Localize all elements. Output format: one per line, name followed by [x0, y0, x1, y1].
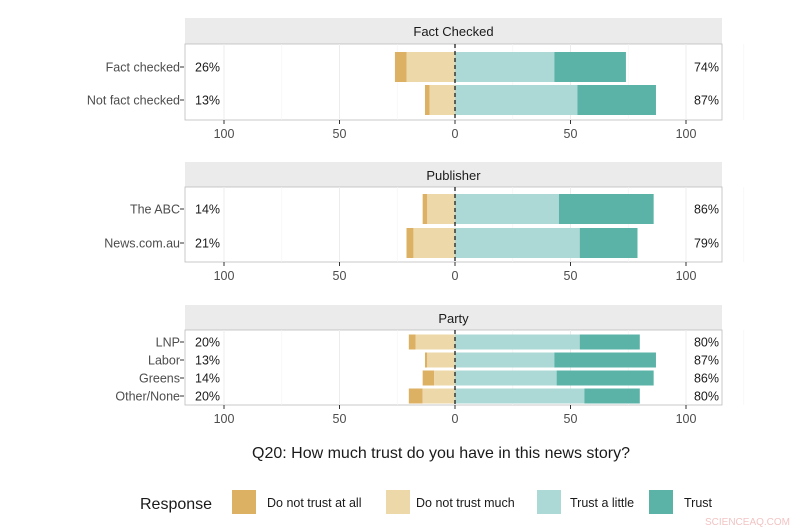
bar-segment-do-not-trust-at-all	[408, 334, 416, 350]
right-percent-label: 74%	[694, 61, 719, 75]
x-tick-label: 50	[333, 269, 347, 283]
left-percent-label: 14%	[195, 372, 220, 386]
right-percent-label: 80%	[694, 336, 719, 350]
bar-segment-do-not-trust-much	[429, 85, 455, 115]
legend-swatch-trust	[649, 490, 673, 514]
bar-segment-do-not-trust-at-all	[408, 388, 423, 404]
bar-segment-trust-a-little	[455, 52, 555, 82]
legend-label: Trust	[684, 496, 713, 510]
bar-segment-trust	[558, 194, 654, 224]
bar-segment-trust	[554, 352, 656, 368]
bar-segment-do-not-trust-at-all	[424, 352, 428, 368]
x-tick-label: 50	[564, 269, 578, 283]
bar-segment-do-not-trust-much	[413, 228, 455, 258]
panel-title: Party	[438, 311, 469, 326]
bar-segment-do-not-trust-much	[415, 334, 455, 350]
panel-header	[185, 305, 722, 330]
legend-label: Trust a little	[570, 496, 634, 510]
watermark: SCIENCEAQ.COM	[705, 517, 790, 528]
left-percent-label: 13%	[195, 94, 220, 108]
bar-segment-trust-a-little	[455, 85, 578, 115]
x-tick-label: 50	[564, 412, 578, 426]
legend-swatch-trust-a-little	[537, 490, 561, 514]
bar-segment-trust-a-little	[455, 370, 557, 386]
bar-segment-trust	[579, 228, 638, 258]
x-tick-label: 50	[333, 412, 347, 426]
bar-segment-do-not-trust-at-all	[422, 194, 428, 224]
bar-segment-do-not-trust-at-all	[394, 52, 407, 82]
right-percent-label: 87%	[694, 94, 719, 108]
left-percent-label: 14%	[195, 203, 220, 217]
bar-segment-do-not-trust-at-all	[424, 85, 430, 115]
x-tick-label: 100	[676, 127, 697, 141]
bar-segment-trust-a-little	[455, 228, 580, 258]
bar-segment-trust	[577, 85, 656, 115]
legend-label: Do not trust at all	[267, 496, 362, 510]
bar-segment-trust	[554, 52, 626, 82]
legend-label: Do not trust much	[416, 496, 515, 510]
x-tick-label: 100	[676, 269, 697, 283]
panel-title: Publisher	[426, 168, 481, 183]
row-label: Not fact checked	[87, 94, 180, 108]
row-label: Other/None	[115, 390, 180, 404]
bar-segment-do-not-trust-much	[406, 52, 455, 82]
bar-segment-trust	[579, 334, 640, 350]
row-label: The ABC	[130, 203, 180, 217]
bar-segment-trust	[584, 388, 640, 404]
bar-segment-trust-a-little	[455, 388, 585, 404]
x-tick-label: 0	[452, 412, 459, 426]
left-percent-label: 26%	[195, 61, 220, 75]
bar-segment-do-not-trust-much	[434, 370, 455, 386]
left-percent-label: 21%	[195, 237, 220, 251]
panel-header	[185, 162, 722, 187]
left-percent-label: 20%	[195, 336, 220, 350]
legend-swatch-do-not-trust-at-all	[232, 490, 256, 514]
bar-segment-do-not-trust-at-all	[406, 228, 414, 258]
row-label: Labor	[148, 354, 180, 368]
legend-title: Response	[140, 496, 212, 513]
left-percent-label: 13%	[195, 354, 220, 368]
panel-header	[185, 18, 722, 44]
x-tick-label: 50	[564, 127, 578, 141]
bar-segment-do-not-trust-at-all	[422, 370, 435, 386]
bar-segment-do-not-trust-much	[427, 352, 455, 368]
x-tick-label: 50	[333, 127, 347, 141]
bar-segment-do-not-trust-much	[422, 388, 455, 404]
x-tick-label: 100	[214, 269, 235, 283]
bar-segment-do-not-trust-much	[427, 194, 455, 224]
left-percent-label: 20%	[195, 390, 220, 404]
x-tick-label: 0	[452, 127, 459, 141]
right-percent-label: 86%	[694, 372, 719, 386]
chart-title: Q20: How much trust do you have in this …	[252, 445, 630, 462]
bar-segment-trust	[556, 370, 654, 386]
right-percent-label: 86%	[694, 203, 719, 217]
right-percent-label: 80%	[694, 390, 719, 404]
legend-swatch-do-not-trust-much	[386, 490, 410, 514]
x-tick-label: 100	[676, 412, 697, 426]
right-percent-label: 87%	[694, 354, 719, 368]
row-label: Fact checked	[106, 61, 180, 75]
x-tick-label: 100	[214, 127, 235, 141]
bar-segment-trust-a-little	[455, 194, 559, 224]
panel-title: Fact Checked	[413, 24, 493, 39]
row-label: News.com.au	[104, 237, 180, 251]
row-label: Greens	[139, 372, 180, 386]
x-tick-label: 0	[452, 269, 459, 283]
row-label: LNP	[156, 336, 180, 350]
bar-segment-trust-a-little	[455, 352, 555, 368]
right-percent-label: 79%	[694, 237, 719, 251]
bar-segment-trust-a-little	[455, 334, 580, 350]
x-tick-label: 100	[214, 412, 235, 426]
